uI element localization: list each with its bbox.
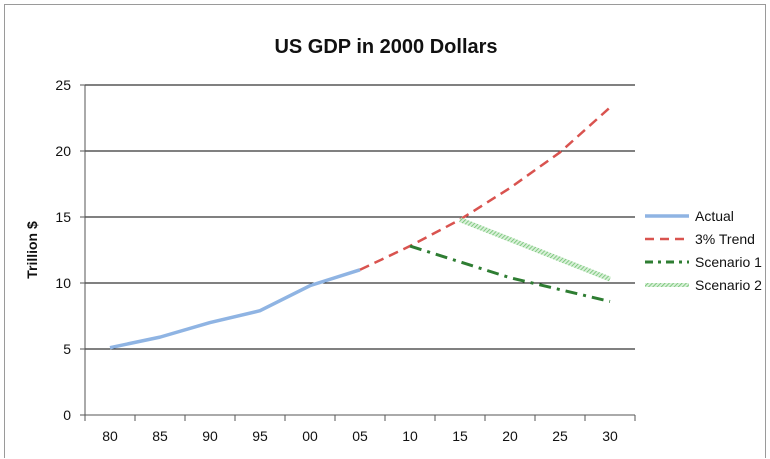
series-line-scenario-2 (459, 217, 611, 282)
series-line-actual (109, 268, 361, 350)
y-tick-label: 15 (55, 209, 71, 225)
gdp-line-chart: US GDP in 2000 Dollars Trillion $ 051015… (24, 36, 762, 444)
legend-label: 3% Trend (695, 231, 755, 247)
gridlines (85, 84, 635, 350)
legend-label: Scenario 2 (695, 277, 762, 293)
x-tick-label: 90 (202, 428, 218, 444)
chart-title: US GDP in 2000 Dollars (274, 36, 497, 58)
x-tick-label: 95 (252, 428, 268, 444)
legend: Actual 3% Trend Scenario 1 Scenario 2 (645, 208, 762, 293)
series-line-scenario-1 (409, 244, 611, 303)
x-tick-label: 05 (352, 428, 368, 444)
legend-label: Actual (695, 208, 734, 224)
series-lines (109, 106, 611, 350)
legend-label: Scenario 1 (695, 254, 762, 270)
x-tick-label: 80 (102, 428, 118, 444)
x-tick-label: 00 (302, 428, 318, 444)
chart-frame: US GDP in 2000 Dollars Trillion $ 0 5 10 15… (4, 4, 766, 458)
x-tick-label: 85 (152, 428, 168, 444)
y-tick-label: 20 (55, 143, 71, 159)
x-tick-label: 25 (552, 428, 568, 444)
y-tick-label: 5 (63, 341, 71, 357)
y-tick-label: 25 (55, 77, 71, 93)
x-tick-label: 30 (602, 428, 618, 444)
x-tick-label: 15 (452, 428, 468, 444)
x-tick-label: 10 (402, 428, 418, 444)
y-axis-label: Trillion $ (24, 221, 40, 279)
series-line-3-trend (359, 106, 611, 271)
y-tick-label: 0 (63, 407, 71, 423)
x-tick-label: 20 (502, 428, 518, 444)
y-tick-label: 10 (55, 275, 71, 291)
